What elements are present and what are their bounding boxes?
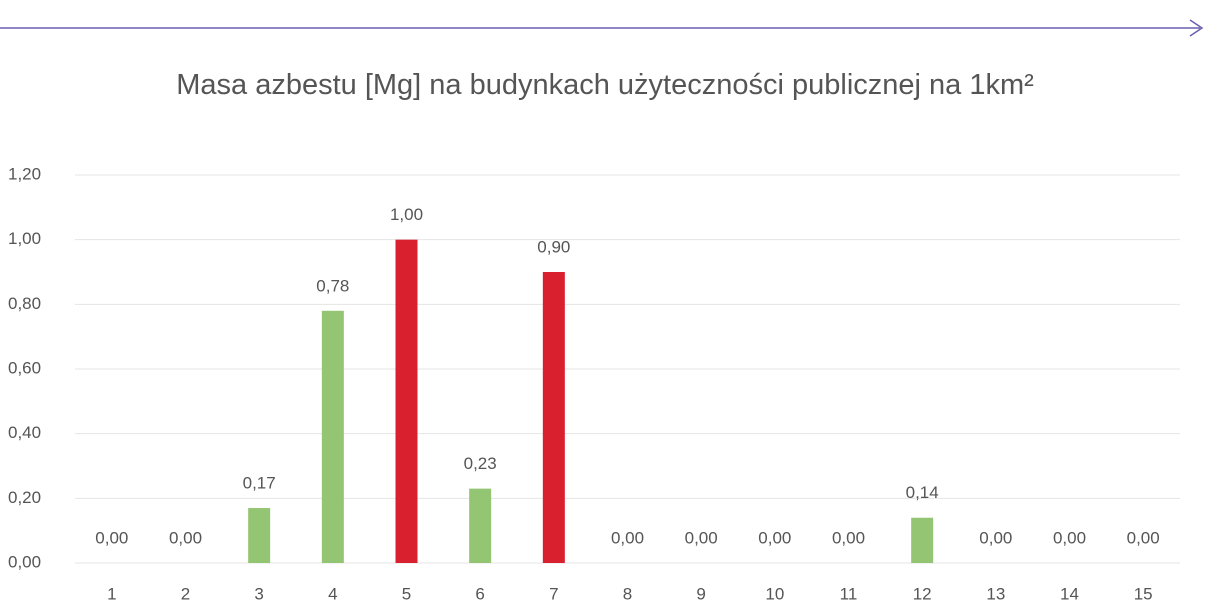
x-tick-label: 2 (181, 584, 190, 603)
x-tick-label: 15 (1134, 584, 1153, 603)
value-label: 0,14 (906, 483, 939, 502)
x-tick-label: 14 (1060, 584, 1079, 603)
bar (395, 239, 418, 563)
y-tick-label: 0,00 (8, 552, 41, 571)
y-tick-label: 0,80 (8, 294, 41, 313)
value-label: 0,00 (685, 528, 718, 547)
y-tick-label: 0,20 (8, 488, 41, 507)
value-label: 0,00 (611, 528, 644, 547)
value-label: 0,00 (169, 528, 202, 547)
x-tick-label: 3 (254, 584, 263, 603)
value-label: 0,78 (316, 276, 349, 295)
y-tick-label: 0,60 (8, 358, 41, 377)
x-tick-label: 8 (623, 584, 632, 603)
value-label: 1,00 (390, 205, 423, 224)
bar (321, 310, 344, 563)
x-tick-label: 1 (107, 584, 116, 603)
x-tick-label: 6 (475, 584, 484, 603)
x-tick-label: 5 (402, 584, 411, 603)
value-label: 0,90 (537, 237, 570, 256)
value-label: 0,00 (95, 528, 128, 547)
value-label: 0,00 (1053, 528, 1086, 547)
x-tick-label: 11 (840, 584, 858, 603)
y-tick-label: 0,40 (8, 423, 41, 442)
bar (911, 517, 934, 563)
decor-arrow (1189, 19, 1204, 37)
value-label: 0,00 (1127, 528, 1160, 547)
bar (542, 272, 565, 563)
bar (469, 488, 492, 563)
x-tick-label: 12 (913, 584, 932, 603)
y-tick-label: 1,00 (8, 229, 41, 248)
x-tick-label: 9 (696, 584, 705, 603)
value-label: 0,00 (832, 528, 865, 547)
value-label: 0,17 (243, 474, 276, 493)
x-tick-label: 7 (549, 584, 558, 603)
value-label: 0,00 (758, 528, 791, 547)
value-label: 0,23 (464, 454, 497, 473)
x-tick-label: 13 (986, 584, 1005, 603)
chart-title: Masa azbestu [Mg] na budynkach użyteczno… (176, 69, 1034, 101)
y-tick-label: 1,20 (8, 164, 41, 183)
bar (248, 508, 271, 563)
x-tick-label: 10 (765, 584, 784, 603)
x-tick-label: 4 (328, 584, 337, 603)
value-label: 0,00 (979, 528, 1012, 547)
